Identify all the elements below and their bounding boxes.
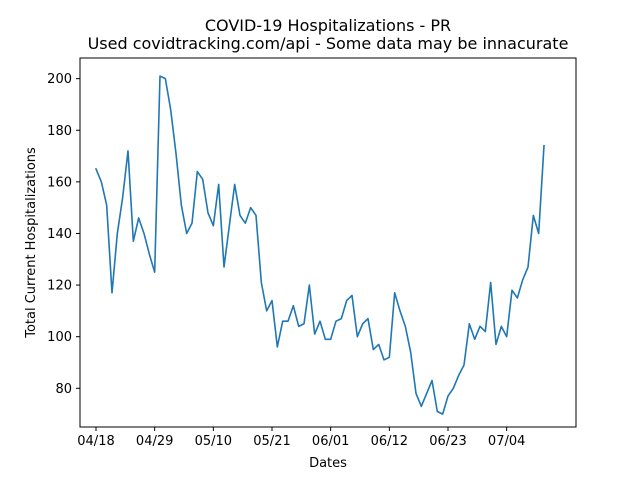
y-axis-label: Total Current Hospitalizations [24, 147, 39, 339]
x-tick-label: 06/01 [312, 434, 349, 449]
y-tick-label: 80 [55, 382, 72, 397]
x-tick-label: 06/23 [429, 434, 466, 449]
x-axis-label: Dates [309, 456, 347, 471]
plot-frame [79, 57, 577, 428]
x-tick-label: 06/12 [371, 434, 408, 449]
y-tick-label: 100 [47, 330, 72, 345]
y-tick-label: 180 [47, 124, 72, 139]
y-tick-label: 140 [47, 227, 72, 242]
series-line [94, 75, 545, 415]
x-tick-label: 04/29 [136, 434, 173, 449]
y-tick-label: 160 [47, 175, 72, 190]
x-tick-label: 05/10 [195, 434, 232, 449]
chart-subtitle: Used covidtracking.com/api - Some data m… [88, 34, 569, 53]
axis-ticks: 04/18 04/29 05/10 05/21 06/01 06/12 06/23 07/04… [47, 72, 525, 449]
x-tick-label: 07/04 [488, 434, 525, 449]
series-layer [94, 75, 545, 415]
chart-title: COVID-19 Hospitalizations - PR [205, 16, 451, 35]
y-tick-label: 200 [47, 72, 72, 87]
x-tick-label: 05/21 [253, 434, 290, 449]
y-tick-label: 120 [47, 279, 72, 294]
x-tick-label: 04/18 [77, 434, 114, 449]
